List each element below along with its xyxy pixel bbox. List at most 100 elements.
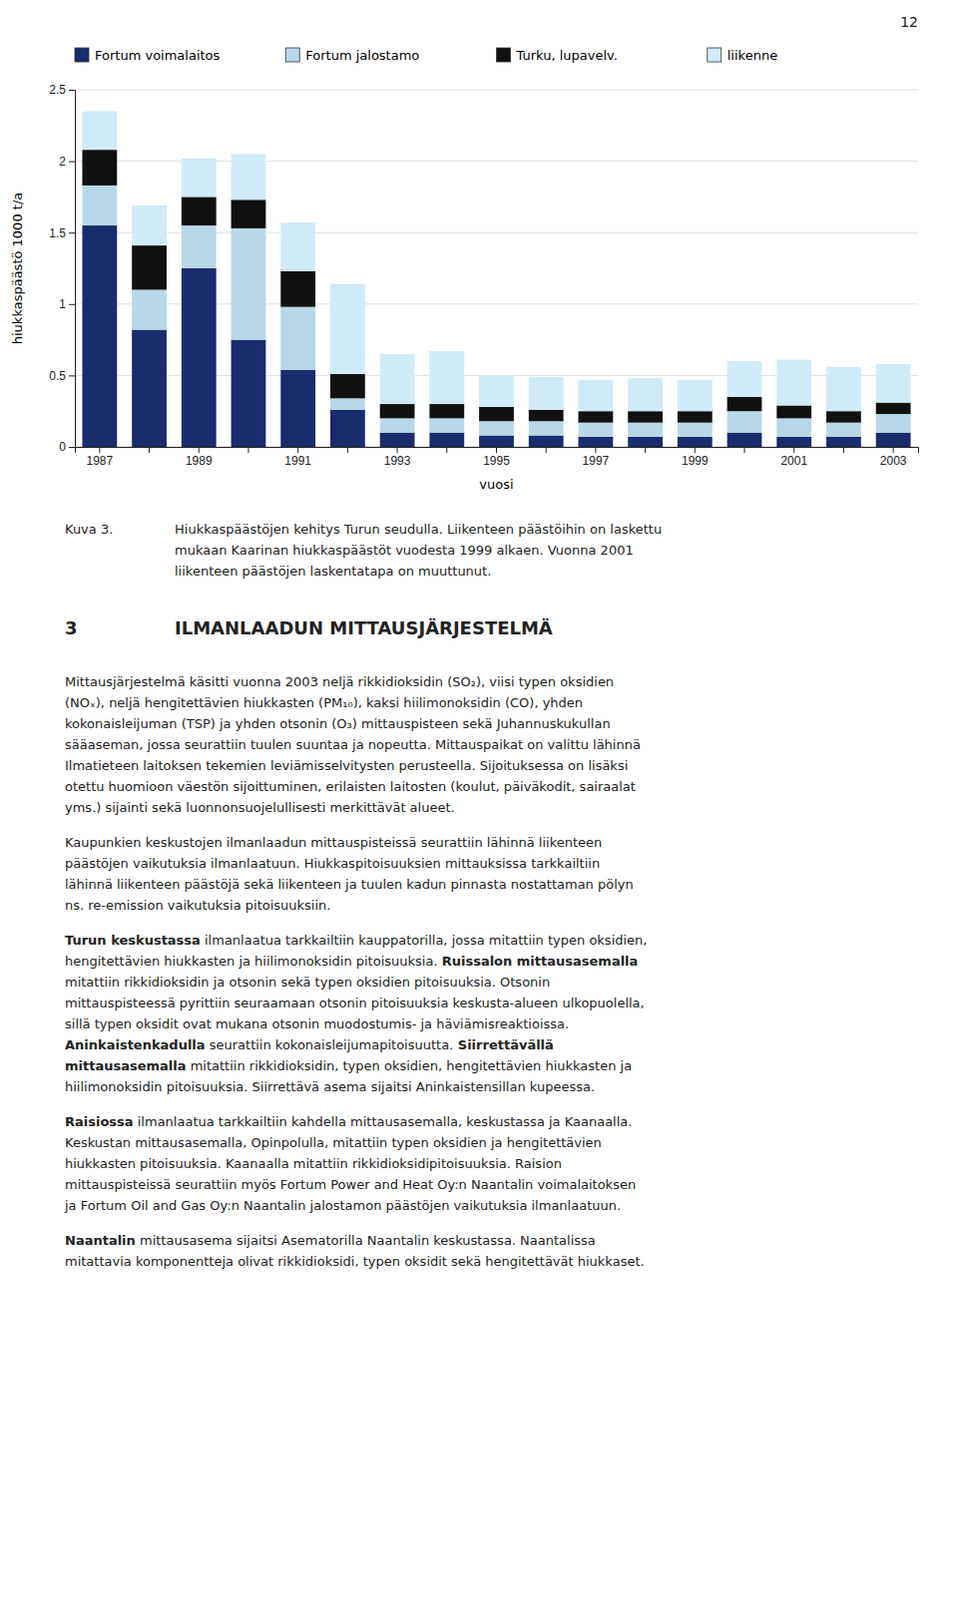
y-tick-mark <box>68 161 75 163</box>
legend-label: liikenne <box>727 47 778 63</box>
x-tick: 1987 <box>86 447 114 469</box>
x-tick-mark <box>397 447 399 454</box>
y-tick: 1 <box>58 297 75 312</box>
text-line: otettu huomioon väestön sijoittuminen, e… <box>64 776 924 798</box>
text-line: Keskustan mittausasemalla, Opinpolulla, … <box>64 1132 924 1154</box>
x-tick-mark <box>893 447 895 454</box>
text-line: lähinnä liikenteen päästöjä sekä liikent… <box>64 874 924 896</box>
text-line: sillä typen oksidit ovat mukana otsonin … <box>64 1013 924 1035</box>
x-tick <box>843 447 845 454</box>
text-run: sillä typen oksidit ovat mukana otsonin … <box>64 1016 569 1032</box>
x-axis: 198719891991199319951997199920012003 <box>75 447 920 469</box>
bar <box>876 403 912 415</box>
page-number: 12 <box>900 13 919 30</box>
paragraph: Raisiossa ilmanlaatua tarkkailtiin kahde… <box>64 1111 924 1217</box>
bar <box>677 437 713 448</box>
text-run: ilmanlaatua tarkkailtiin kauppatorilla, … <box>200 933 648 949</box>
x-tick-mark <box>347 447 349 454</box>
text-run: mittausasema sijaitsi Asematorilla Naant… <box>135 1233 596 1249</box>
x-axis-line <box>75 448 920 455</box>
caption-line: liikenteen päästöjen laskentatapa on muu… <box>174 560 662 582</box>
text-line: ja Fortum Oil and Gas Oy:n Naantalin jal… <box>64 1195 924 1217</box>
bar <box>727 411 763 433</box>
legend-swatch <box>74 47 89 62</box>
bar <box>826 423 862 438</box>
text-run: Aninkaistenkadulla <box>64 1037 206 1053</box>
bar <box>330 410 366 448</box>
x-tick <box>545 447 547 454</box>
text-line: Naantalin mittausasema sijaitsi Asemator… <box>64 1230 924 1252</box>
bar <box>231 228 267 341</box>
text-run: hiilimonoksidin pitoisuuksia. Siirrettäv… <box>64 1079 595 1095</box>
bar <box>528 377 564 411</box>
bar <box>627 378 663 412</box>
x-tick <box>347 447 349 454</box>
chart: 00.511.522.51987198919911993199519971999… <box>0 29 958 499</box>
bars <box>81 110 911 448</box>
bar <box>826 437 862 448</box>
bar <box>280 271 316 308</box>
x-tick: 1999 <box>681 447 709 469</box>
bar <box>479 421 514 436</box>
x-axis-title: vuosi <box>479 477 513 492</box>
y-tick-mark <box>68 304 75 306</box>
text-run: kokonaisleijuman (TSP) ja yhden otsonin … <box>64 716 611 732</box>
bar <box>528 410 564 422</box>
bar <box>131 245 167 290</box>
bar-series <box>81 225 911 448</box>
text-line: mittauspisteissä seurattiin myös Fortum … <box>64 1174 924 1196</box>
y-tick-label: 1 <box>58 297 66 312</box>
legend-item: Fortum jalostamo <box>285 47 420 63</box>
paragraph: Naantalin mittausasema sijaitsi Asemator… <box>64 1230 924 1273</box>
text-run: ja Fortum Oil and Gas Oy:n Naantalin jal… <box>64 1198 621 1214</box>
text-run: sääaseman, jossa seurattiin tuulen suunt… <box>64 737 641 753</box>
bar <box>776 360 812 407</box>
text-run: mitattavia komponentteja olivat rikkidio… <box>64 1254 645 1270</box>
bar <box>131 289 167 330</box>
x-tick-mark <box>148 447 150 454</box>
text-line: Aninkaistenkadulla seurattiin kokonaisle… <box>64 1034 924 1056</box>
caption-line: Hiukkaspäästöjen kehitys Turun seudulla.… <box>174 518 662 540</box>
x-tick-mark <box>793 447 795 454</box>
caption-label: Kuva 3. <box>64 518 175 582</box>
bar <box>677 380 713 413</box>
text-line: hiilimonoksidin pitoisuuksia. Siirrettäv… <box>64 1076 924 1098</box>
x-tick-mark <box>545 447 547 454</box>
y-axis-title: hiukkaspäästö 1000 t/a <box>9 192 25 345</box>
caption: Kuva 3.Hiukkaspäästöjen kehitys Turun se… <box>64 518 924 582</box>
text-run: mittauspisteissä seurattiin myös Fortum … <box>64 1177 636 1193</box>
y-tick-label: 1.5 <box>48 226 66 241</box>
text-line: hiukkasten pitoisuuksia. Kaanaalla mitat… <box>64 1153 924 1175</box>
bar <box>776 437 812 448</box>
x-tick: 2001 <box>780 447 808 469</box>
bar <box>578 411 614 423</box>
bar <box>429 404 465 419</box>
text-run: Turun keskustassa <box>64 933 201 949</box>
bar <box>429 351 465 405</box>
bar <box>380 354 416 405</box>
bar <box>727 361 763 398</box>
bar <box>81 110 117 150</box>
text-line: mitattavia komponentteja olivat rikkidio… <box>64 1251 924 1273</box>
text-line: (NOₓ), neljä hengitettävien hiukkasten (… <box>64 692 924 714</box>
bar <box>330 374 366 399</box>
x-tick-label: 1989 <box>185 454 213 469</box>
paragraph: Mittausjärjestelmä käsitti vuonna 2003 n… <box>64 671 924 819</box>
y-tick: 0.5 <box>48 369 75 384</box>
bar <box>429 418 465 433</box>
bar <box>429 433 465 448</box>
bar <box>826 367 862 412</box>
y-tick-label: 0.5 <box>48 369 66 384</box>
x-tick-mark <box>297 447 299 454</box>
bar <box>776 405 812 419</box>
y-axis: 00.511.522.5 <box>48 82 75 455</box>
bar <box>280 307 316 371</box>
y-tick-label: 2.5 <box>48 82 66 97</box>
text-run: Ilmatieteen laitoksen tekemien leviämiss… <box>64 758 628 774</box>
bar <box>380 433 416 448</box>
bar <box>81 185 117 226</box>
text-run: Raisiossa <box>64 1114 134 1130</box>
text-run: Siirrettävällä <box>458 1037 554 1053</box>
y-tick-mark <box>68 89 75 91</box>
text-run: lähinnä liikenteen päästöjä sekä liikent… <box>64 877 634 893</box>
